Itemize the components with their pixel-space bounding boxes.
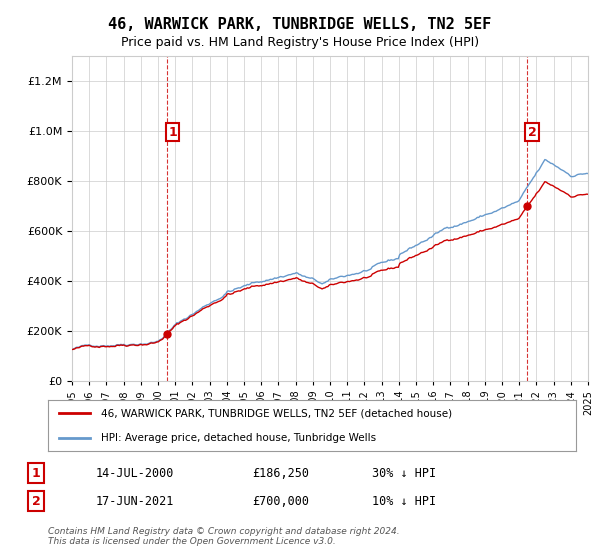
Text: £700,000: £700,000: [252, 494, 309, 508]
Text: HPI: Average price, detached house, Tunbridge Wells: HPI: Average price, detached house, Tunb…: [101, 433, 376, 443]
Text: Price paid vs. HM Land Registry's House Price Index (HPI): Price paid vs. HM Land Registry's House …: [121, 36, 479, 49]
Text: 2: 2: [32, 494, 40, 508]
Text: 17-JUN-2021: 17-JUN-2021: [96, 494, 175, 508]
Text: 2: 2: [528, 126, 536, 139]
Text: 10% ↓ HPI: 10% ↓ HPI: [372, 494, 436, 508]
Text: 14-JUL-2000: 14-JUL-2000: [96, 466, 175, 480]
Text: 46, WARWICK PARK, TUNBRIDGE WELLS, TN2 5EF (detached house): 46, WARWICK PARK, TUNBRIDGE WELLS, TN2 5…: [101, 408, 452, 418]
Text: £186,250: £186,250: [252, 466, 309, 480]
Text: 30% ↓ HPI: 30% ↓ HPI: [372, 466, 436, 480]
Text: 46, WARWICK PARK, TUNBRIDGE WELLS, TN2 5EF: 46, WARWICK PARK, TUNBRIDGE WELLS, TN2 5…: [109, 17, 491, 32]
Text: 1: 1: [32, 466, 40, 480]
Text: 1: 1: [168, 126, 177, 139]
Text: Contains HM Land Registry data © Crown copyright and database right 2024.
This d: Contains HM Land Registry data © Crown c…: [48, 526, 400, 546]
